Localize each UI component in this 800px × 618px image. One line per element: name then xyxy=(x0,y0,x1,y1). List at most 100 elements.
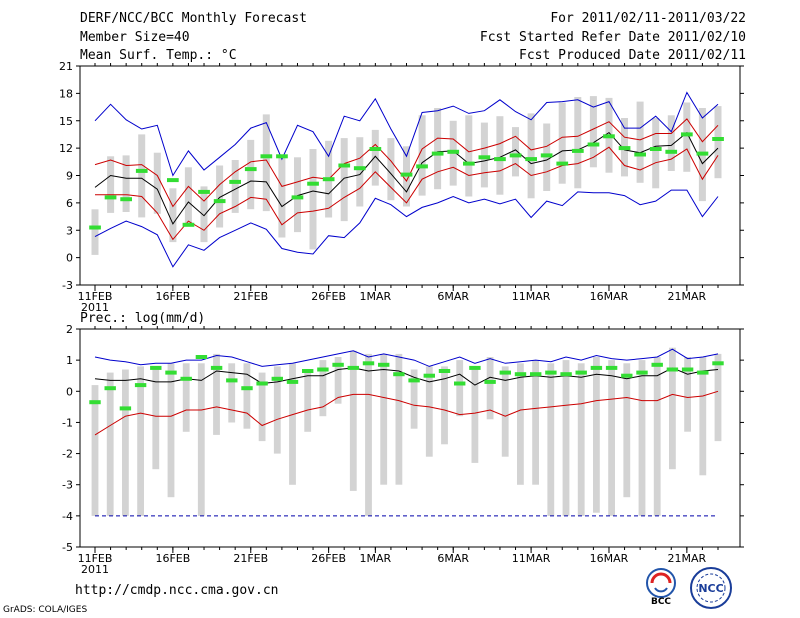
ensemble-box xyxy=(122,155,130,212)
obs-marker xyxy=(198,189,210,194)
x-tick-label: 21FEB xyxy=(233,290,268,303)
obs-marker xyxy=(621,373,633,378)
ensemble-box xyxy=(258,372,266,442)
obs-marker xyxy=(712,361,724,366)
obs-marker xyxy=(636,370,648,375)
obs-marker xyxy=(665,149,678,154)
x-tick-label: 16FEB xyxy=(155,552,190,565)
ensemble-box xyxy=(197,363,205,516)
ensemble-box xyxy=(91,385,99,516)
obs-marker xyxy=(369,147,382,151)
obs-marker xyxy=(681,367,694,372)
obs-marker xyxy=(438,369,451,373)
obs-marker xyxy=(408,378,420,383)
grads-credit: GrADS: COLA/IGES xyxy=(3,605,88,615)
y-tick-label: -4 xyxy=(62,510,73,523)
x-tick-label: 16FEB xyxy=(155,290,190,303)
y-tick-label: -1 xyxy=(62,416,73,429)
ensemble-box xyxy=(216,165,224,228)
obs-marker xyxy=(134,383,147,388)
obs-marker xyxy=(525,157,537,162)
obs-marker xyxy=(478,155,491,160)
obs-marker xyxy=(104,386,116,391)
ensemble-box xyxy=(273,366,281,454)
obs-marker xyxy=(605,365,618,370)
obs-marker xyxy=(697,370,709,375)
obs-marker xyxy=(499,370,511,375)
plot-frame xyxy=(79,328,741,548)
obs-marker xyxy=(347,365,359,370)
ensemble-box xyxy=(247,139,255,210)
obs-marker xyxy=(400,172,413,177)
obs-marker xyxy=(150,365,162,370)
source-url[interactable]: http://cmdp.ncc.cma.gov.cn xyxy=(75,583,279,598)
obs-marker xyxy=(393,372,405,377)
obs-marker xyxy=(182,222,195,227)
obs-marker xyxy=(416,164,428,169)
ensemble-box xyxy=(304,372,312,432)
obs-marker xyxy=(469,365,481,370)
y-tick-label: 2 xyxy=(66,323,73,336)
obs-marker xyxy=(634,152,646,157)
ensemble-box xyxy=(527,113,535,199)
precip-label: Prec.: log(mm/d) xyxy=(80,311,205,326)
ensemble-box xyxy=(106,372,114,516)
x-tick-label: 21FEB xyxy=(233,552,268,565)
obs-marker xyxy=(572,148,584,153)
x-tick-label: 21MAR xyxy=(668,552,707,565)
ensemble-mean-line xyxy=(94,367,719,386)
obs-marker xyxy=(180,376,192,381)
min-line xyxy=(94,189,719,268)
y-tick-label: -5 xyxy=(62,541,73,554)
fcst-started-date: Fcst Started Refer Date 2011/02/10 xyxy=(479,30,746,45)
bcc-logo: BCC xyxy=(646,568,676,607)
ensemble-box xyxy=(107,156,115,213)
obs-marker xyxy=(649,147,662,151)
ensemble-box xyxy=(122,369,129,516)
ensemble-box xyxy=(371,129,379,186)
ensemble-box xyxy=(456,360,464,417)
ensemble-box xyxy=(558,102,566,184)
obs-marker xyxy=(378,362,390,367)
obs-marker xyxy=(165,370,177,375)
obs-marker xyxy=(454,381,466,386)
ensemble-box xyxy=(652,118,660,189)
upper-std-line xyxy=(94,118,719,208)
upper-envelope-line xyxy=(94,348,719,367)
ensemble-box xyxy=(91,209,99,255)
y-tick-label: 0 xyxy=(66,385,73,398)
x-tick-label: 11MAR xyxy=(512,290,551,303)
ensemble-box xyxy=(593,357,600,513)
obs-marker xyxy=(696,151,709,156)
ensemble-box xyxy=(278,156,286,238)
ensemble-box xyxy=(294,157,301,233)
x-tick-label: 6MAR xyxy=(437,290,469,303)
obs-marker xyxy=(135,168,148,173)
obs-marker xyxy=(484,379,496,384)
obs-marker xyxy=(651,362,663,367)
x-tick-label: 6MAR xyxy=(437,552,469,565)
ensemble-box xyxy=(340,138,348,222)
ensemble-box xyxy=(683,102,691,172)
obs-marker xyxy=(362,361,375,366)
ensemble-box xyxy=(365,353,372,516)
ensemble-box xyxy=(589,96,597,168)
y-tick-label: -3 xyxy=(62,279,73,292)
x-tick-label: 11FEB xyxy=(78,290,113,303)
y-tick-label: -2 xyxy=(62,448,73,461)
ensemble-box xyxy=(356,137,364,207)
bcc-logo-text: BCC xyxy=(651,597,671,607)
x-tick-label: 1MAR xyxy=(360,552,392,565)
lower-std-line xyxy=(94,390,719,436)
ensemble-box xyxy=(184,167,192,225)
ensemble-box xyxy=(547,363,555,516)
obs-marker xyxy=(260,154,273,159)
y-tick-label: 9 xyxy=(66,170,73,183)
obs-marker xyxy=(256,381,268,386)
obs-marker xyxy=(447,149,460,154)
obs-marker xyxy=(286,379,299,384)
x-tick-label: 11FEB xyxy=(78,552,113,565)
ensemble-box xyxy=(577,363,585,516)
